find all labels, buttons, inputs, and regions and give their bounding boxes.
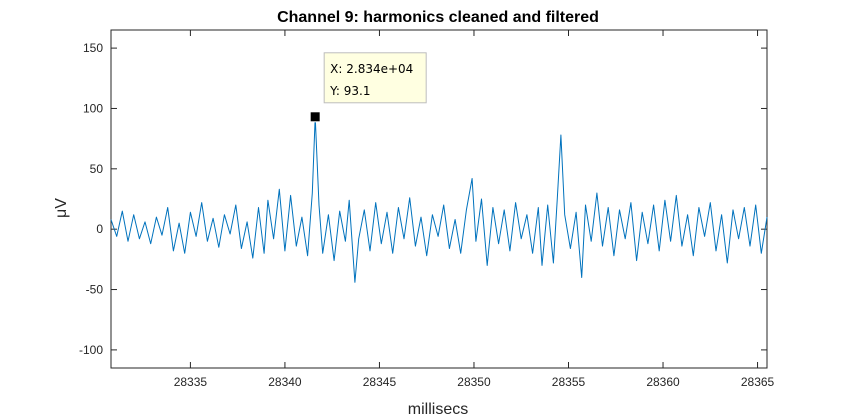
y-tick-label: 150 (83, 41, 103, 55)
series-line (110, 116, 768, 283)
datatip[interactable]: X: 2.834e+04 Y: 93.1 (309, 52, 427, 123)
x-tick-label: 28340 (268, 375, 302, 389)
datatip-box (323, 52, 427, 104)
datatip-y-label: Y: 93.1 (329, 84, 370, 98)
x-tick-label: 28360 (646, 375, 680, 389)
axis-ticks: 28335 28340 28345 28350 28355 28360 28365 -100 -… (79, 30, 775, 389)
y-tick-label: -50 (86, 283, 104, 297)
x-axis-label: millisecs (408, 401, 468, 418)
x-tick-label: 28335 (174, 375, 208, 389)
y-axis-label: μV (53, 198, 70, 218)
x-tick-label: 28345 (363, 375, 397, 389)
y-tick-label: 100 (83, 101, 103, 115)
datatip-marker (309, 111, 321, 123)
series-group (110, 116, 768, 283)
x-tick-label: 28355 (552, 375, 586, 389)
plot-area (110, 29, 768, 369)
y-tick-label: -100 (79, 343, 103, 357)
x-tick-label: 28365 (741, 375, 775, 389)
datatip-x-label: X: 2.834e+04 (330, 62, 413, 76)
x-tick-label: 28350 (457, 375, 491, 389)
chart-title: Channel 9: harmonics cleaned and filtere… (277, 9, 599, 26)
y-tick-label: 50 (90, 162, 104, 176)
y-tick-label: 0 (96, 222, 103, 236)
